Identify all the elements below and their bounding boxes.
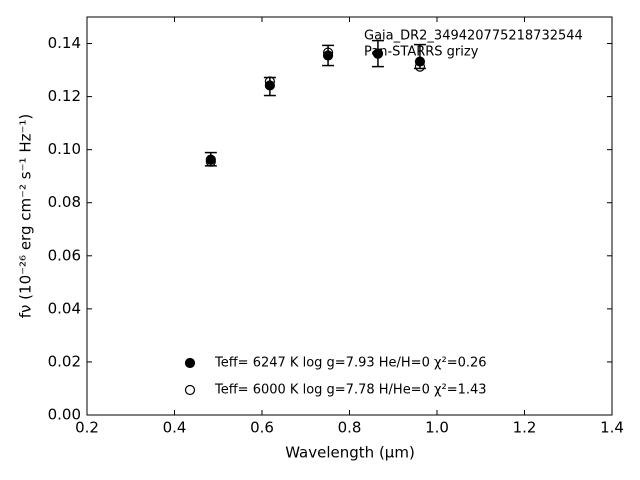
legend-marker bbox=[184, 357, 196, 369]
point bbox=[322, 47, 334, 58]
x-tick-label: 0.2 bbox=[75, 419, 99, 437]
y-tick-label: 0.14 bbox=[48, 34, 81, 52]
x-tick-label: 0.6 bbox=[250, 419, 274, 437]
x-axis-label: Wavelength (μm) bbox=[285, 444, 415, 462]
legend-label: Teff= 6000 K log g=7.78 H/He=0 χ²=1.43 bbox=[214, 383, 487, 398]
y-tick-label: 0.02 bbox=[48, 352, 81, 370]
x-tick-label: 1.4 bbox=[600, 419, 624, 437]
point bbox=[264, 76, 275, 87]
y-tick-label: 0.04 bbox=[48, 299, 81, 317]
point bbox=[372, 48, 384, 59]
y-tick-label: 0.08 bbox=[48, 193, 81, 211]
point bbox=[322, 50, 334, 61]
annotation: Pan-STARRS grizy bbox=[364, 45, 479, 60]
y-tick-label: 0.10 bbox=[48, 140, 81, 158]
y-tick-label: 0.12 bbox=[48, 87, 81, 105]
annotation: Gaia_DR2_349420775218732544 bbox=[364, 29, 583, 44]
x-tick-label: 0.8 bbox=[338, 419, 362, 437]
y-tick-label: 0.06 bbox=[48, 246, 81, 264]
legend-label: Teff= 6247 K log g=7.93 He/H=0 χ²=0.26 bbox=[214, 356, 487, 371]
point bbox=[414, 61, 426, 72]
point bbox=[205, 156, 216, 167]
x-tick-label: 1.2 bbox=[513, 419, 537, 437]
x-tick-label: 1.0 bbox=[425, 419, 449, 437]
y-axis-label: fν (10⁻²⁶ erg cm⁻² s⁻¹ Hz⁻¹) bbox=[17, 114, 35, 319]
x-tick-label: 0.4 bbox=[163, 419, 187, 437]
y-tick-label: 0.00 bbox=[48, 406, 81, 424]
legend-marker bbox=[184, 384, 196, 396]
